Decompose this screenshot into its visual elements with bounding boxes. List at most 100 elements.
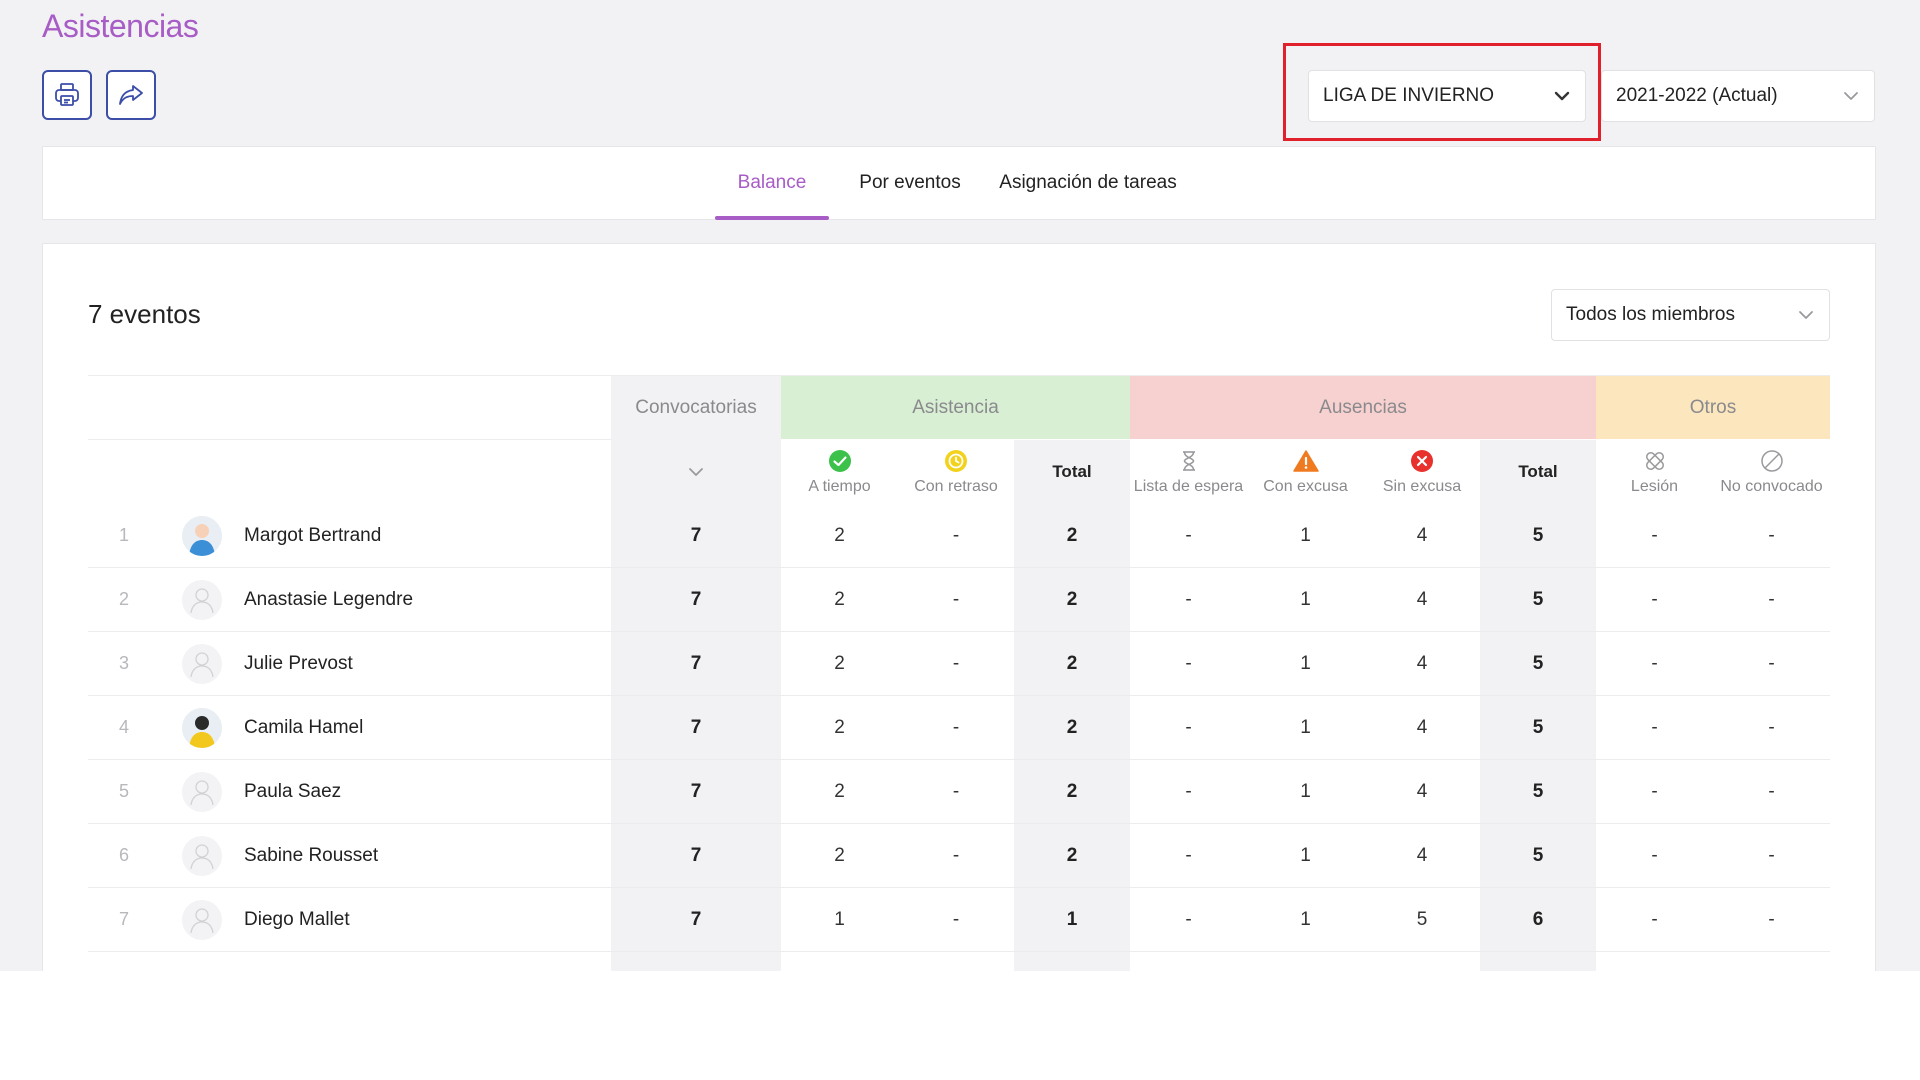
user-placeholder-icon: [190, 588, 214, 614]
cell-con-retraso: -: [952, 716, 960, 738]
cell-total-asistencia: 1: [1066, 908, 1078, 930]
asistencia-total-column-bg: [1014, 440, 1130, 971]
cell-a-tiempo: 2: [834, 524, 845, 546]
cell-sin-excusa: 4: [1416, 716, 1428, 738]
column-label: Total: [1518, 462, 1558, 481]
cell-convocatorias: 7: [690, 844, 702, 866]
hourglass-icon: [1182, 451, 1195, 471]
tabs-bar: Balance Por eventos Asignación de tareas: [42, 146, 1876, 220]
cell-convocatorias: 7: [690, 780, 702, 802]
column-total-asistencia: Total: [1014, 440, 1130, 504]
cell-lesion: -: [1651, 588, 1658, 610]
member-photo-avatar[interactable]: [182, 708, 222, 748]
row-index: 4: [118, 717, 129, 737]
check-circle-icon: [828, 450, 851, 472]
competition-select[interactable]: LIGA DE INVIERNO: [1308, 70, 1586, 122]
member-placeholder-avatar[interactable]: [182, 836, 222, 876]
member-photo-avatar[interactable]: [182, 516, 222, 556]
cell-lesion: -: [1651, 716, 1658, 738]
member-placeholder-avatar[interactable]: [182, 772, 222, 812]
tab-asignacion-tareas[interactable]: Asignación de tareas: [999, 172, 1177, 193]
cell-no-convocado: -: [1768, 524, 1775, 546]
cell-lista-espera: -: [1185, 908, 1192, 930]
member-filter-value: Todos los miembros: [1566, 304, 1735, 325]
user-placeholder-icon: [190, 652, 214, 678]
header-asistencia: Asistencia: [781, 376, 1130, 439]
prohibited-icon: [1760, 450, 1783, 472]
cell-a-tiempo: 2: [834, 716, 845, 738]
cell-lista-espera: -: [1185, 844, 1192, 866]
cell-a-tiempo: 2: [834, 652, 845, 674]
cell-convocatorias: 7: [690, 908, 702, 930]
cell-a-tiempo: 2: [834, 780, 845, 802]
user-placeholder-icon: [190, 844, 214, 870]
column-total-ausencias: Total: [1480, 440, 1596, 504]
column-label: A tiempo: [808, 478, 871, 495]
cell-sin-excusa: 5: [1416, 908, 1428, 930]
cell-lista-espera: -: [1185, 652, 1192, 674]
warning-icon: [1292, 450, 1319, 472]
cell-sin-excusa: 4: [1416, 588, 1428, 610]
cell-no-convocado: -: [1768, 652, 1775, 674]
header-top-line: [88, 375, 1830, 376]
chevron-down-icon: [1799, 311, 1813, 319]
header-convocatorias: Convocatorias: [635, 396, 757, 418]
member-filter-select[interactable]: Todos los miembros: [1551, 289, 1830, 341]
header-otros: Otros: [1596, 376, 1830, 439]
row-divider: [88, 951, 1830, 952]
cell-total-ausencias: 6: [1532, 908, 1544, 930]
events-count: 7 eventos: [88, 299, 201, 329]
row-divider: [88, 759, 1830, 760]
cell-a-tiempo: 2: [834, 588, 845, 610]
cell-lista-espera: -: [1185, 780, 1192, 802]
member-name[interactable]: Anastasie Legendre: [244, 589, 414, 610]
member-placeholder-avatar[interactable]: [182, 580, 222, 620]
cell-convocatorias: 7: [690, 524, 702, 546]
cell-a-tiempo: 2: [834, 844, 845, 866]
share-button[interactable]: [106, 70, 156, 120]
print-button[interactable]: [42, 70, 92, 120]
cell-sin-excusa: 4: [1416, 844, 1428, 866]
cell-lista-espera: -: [1185, 716, 1192, 738]
chevron-down-icon: [1554, 91, 1570, 101]
tab-balance[interactable]: Balance: [715, 147, 829, 220]
column-label: Con retraso: [914, 478, 998, 495]
member-name[interactable]: Julie Prevost: [244, 653, 353, 674]
column-label: Sin excusa: [1382, 478, 1462, 495]
member-placeholder-avatar[interactable]: [182, 644, 222, 684]
cell-a-tiempo: 1: [834, 908, 845, 930]
sort-convocatorias-button[interactable]: [611, 440, 781, 504]
app-window: Asistencias LIGA DE INVIERNO 2021-2022 (…: [0, 0, 1920, 971]
competition-select-value: LIGA DE INVIERNO: [1323, 85, 1495, 106]
row-index: 6: [118, 845, 129, 865]
cell-total-asistencia: 2: [1066, 844, 1078, 866]
member-name[interactable]: Diego Mallet: [244, 909, 350, 930]
row-index: 2: [118, 589, 129, 609]
member-name[interactable]: Margot Bertrand: [244, 525, 382, 546]
chevron-down-icon: [1844, 92, 1858, 100]
member-name[interactable]: Paula Saez: [244, 781, 342, 802]
member-name[interactable]: Sabine Rousset: [244, 845, 379, 866]
cell-no-convocado: -: [1768, 780, 1775, 802]
page-title: Asistencias: [42, 8, 199, 44]
cell-con-retraso: -: [952, 844, 960, 866]
cell-sin-excusa: 4: [1416, 652, 1428, 674]
bandage-icon: [1645, 452, 1664, 470]
column-label: Lesión: [1630, 478, 1679, 495]
tab-por-eventos[interactable]: Por eventos: [859, 172, 961, 193]
season-select[interactable]: 2021-2022 (Actual): [1601, 70, 1875, 122]
cell-con-excusa: 1: [1300, 844, 1311, 866]
column-no-convocado: No convocado: [1713, 440, 1830, 504]
cell-no-convocado: -: [1768, 908, 1775, 930]
share-arrow-icon: [119, 85, 143, 105]
member-placeholder-avatar[interactable]: [182, 900, 222, 940]
cell-total-ausencias: 5: [1532, 524, 1544, 546]
cell-sin-excusa: 4: [1416, 780, 1428, 802]
row-index: 7: [118, 909, 129, 929]
cell-con-excusa: 1: [1300, 908, 1311, 930]
row-divider: [88, 631, 1830, 632]
user-placeholder-icon: [190, 780, 214, 806]
cell-lesion: -: [1651, 844, 1658, 866]
member-name[interactable]: Camila Hamel: [244, 717, 364, 738]
column-lesion: Lesión: [1596, 440, 1713, 504]
